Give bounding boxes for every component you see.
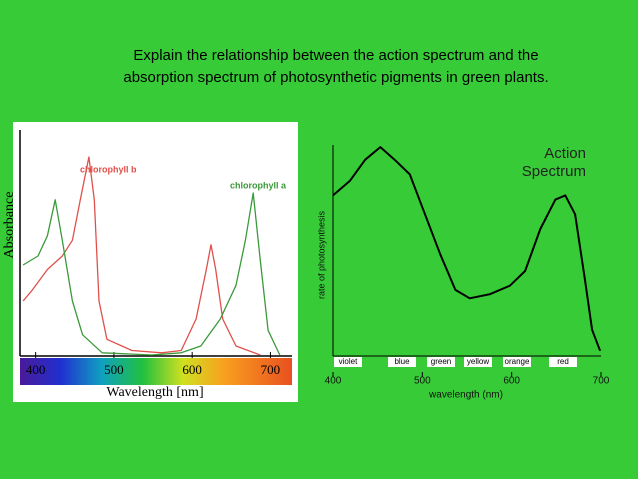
x-tick-label: 700 xyxy=(261,362,281,377)
title-box: Action Spectrum xyxy=(521,145,586,180)
data-line xyxy=(22,192,281,356)
spectrum-bar xyxy=(20,358,292,385)
legend-label: chlorophyll b xyxy=(80,164,137,174)
band-box xyxy=(503,357,531,367)
band-box xyxy=(427,357,455,367)
x-tick-label: 500 xyxy=(414,376,431,387)
band-label: violet xyxy=(339,357,358,366)
x-tick-label: 600 xyxy=(503,376,520,387)
band-box xyxy=(549,357,577,367)
x-axis-label: Wavelength [nm] xyxy=(106,385,203,400)
band-box xyxy=(334,357,362,367)
band-label: orange xyxy=(505,357,530,366)
band-box xyxy=(464,357,492,367)
band-label: blue xyxy=(394,357,410,366)
legend-label: chlorophyll a xyxy=(230,180,287,190)
band-label: red xyxy=(557,357,569,366)
x-axis-label: wavelength (nm) xyxy=(428,390,503,401)
x-tick-label: 400 xyxy=(26,362,46,377)
band-label: green xyxy=(431,357,451,366)
y-axis-label: rate of photosynthesis xyxy=(316,210,326,299)
data-line xyxy=(332,146,602,352)
chart-title: Action Spectrum xyxy=(521,145,586,180)
x-tick-label: 600 xyxy=(182,362,202,377)
x-tick-label: 400 xyxy=(325,376,342,387)
band-label: yellow xyxy=(467,357,489,366)
band-box xyxy=(388,357,416,367)
x-tick-label: 700 xyxy=(593,376,610,387)
slide-title: Explain the relationship between the act… xyxy=(133,47,538,64)
x-tick-label: 500 xyxy=(104,362,124,377)
y-axis-label: Absorbance xyxy=(2,192,17,259)
slide-title: absorption spectrum of photosynthetic pi… xyxy=(123,69,548,86)
